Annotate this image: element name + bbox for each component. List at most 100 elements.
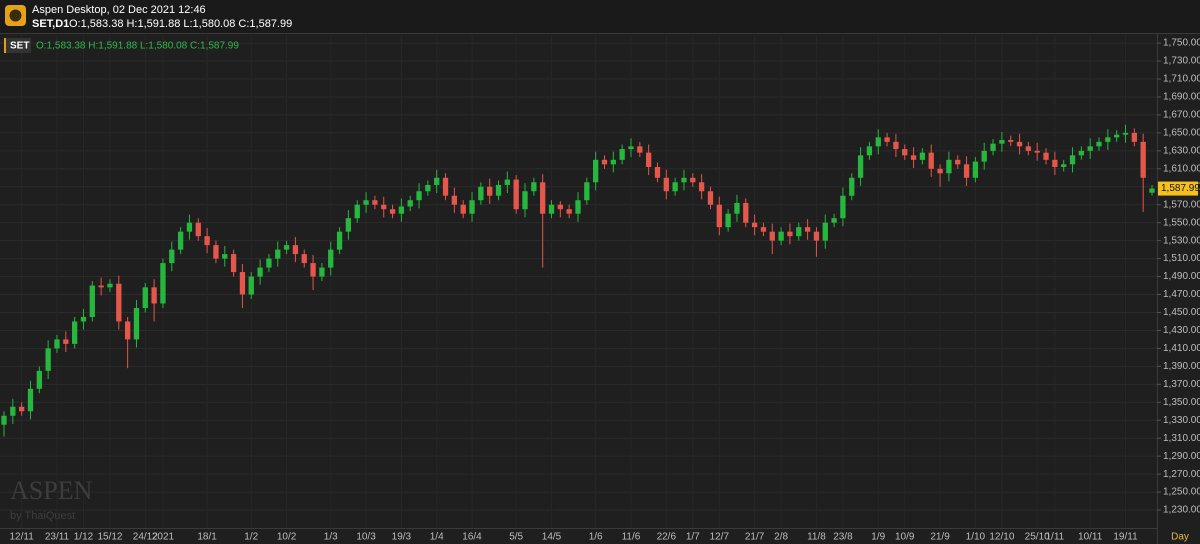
x-tick-label: 23/8 <box>833 532 853 543</box>
candle-body <box>504 179 511 185</box>
candle-body <box>151 287 157 304</box>
candle-body <box>734 202 740 214</box>
legend-ohlc: O:1,583.38 H:1,591.88 L:1,580.08 C:1,587… <box>36 41 239 52</box>
candle-body <box>434 177 440 185</box>
candle-body <box>71 321 78 344</box>
candle-body <box>698 182 705 192</box>
candle-body <box>619 149 625 160</box>
candle-body <box>257 267 263 277</box>
y-tick-label: 1,570.00 <box>1163 199 1200 210</box>
candle-body <box>54 339 60 349</box>
candle-body <box>142 287 148 308</box>
y-tick-label: 1,290.00 <box>1163 451 1200 462</box>
x-tick-label: 1/11 <box>1045 532 1064 543</box>
x-tick-label: 24/12 <box>133 532 158 543</box>
x-tick-label: 5/5 <box>509 532 523 543</box>
x-tick-label: 2021 <box>152 532 175 543</box>
candle-body <box>80 316 87 322</box>
candle-body <box>89 285 95 317</box>
candle-body <box>910 155 917 160</box>
candle-body <box>266 258 272 268</box>
candle-body <box>10 406 16 416</box>
candle-body <box>584 182 590 201</box>
candle-body <box>389 209 396 214</box>
candle-body <box>354 204 360 219</box>
x-tick-label: 19/11 <box>1113 532 1138 543</box>
candle-body <box>990 143 996 151</box>
candle-body <box>328 249 334 268</box>
x-tick-label: 1/3 <box>324 532 338 543</box>
x-tick-label: 11/6 <box>622 532 641 543</box>
candle-body <box>972 161 979 178</box>
candle-body <box>1122 132 1129 135</box>
candle-body <box>1 415 7 425</box>
candle-body <box>707 191 714 205</box>
candle-body <box>531 182 537 192</box>
candle-body <box>248 276 254 295</box>
x-tick-label: 10/3 <box>356 532 376 543</box>
candle-body <box>1105 137 1111 142</box>
candle-body <box>381 204 387 210</box>
x-tick-label: 12/7 <box>710 532 730 543</box>
candle-body <box>319 267 325 277</box>
candle-body <box>372 200 378 205</box>
candle-body <box>645 152 652 168</box>
candle-body <box>663 177 669 192</box>
y-tick-label: 1,230.00 <box>1163 505 1200 516</box>
candle-body <box>1069 155 1076 165</box>
candle-body <box>301 254 307 264</box>
candle-body <box>857 155 864 178</box>
candle-body <box>1052 159 1058 168</box>
candle-body <box>1025 146 1032 151</box>
candle-body <box>124 321 131 340</box>
candle-body <box>884 137 890 142</box>
candle-body <box>575 200 581 214</box>
candle-body <box>27 388 34 412</box>
candle-body <box>169 249 175 264</box>
x-tick-label: 15/12 <box>97 532 122 543</box>
candle-body <box>1096 141 1102 147</box>
candle-body <box>557 204 563 210</box>
watermark-sub: by ThaiQuest <box>10 510 75 522</box>
y-tick-label: 1,310.00 <box>1163 433 1200 444</box>
candle-body <box>98 285 104 288</box>
candle-body <box>487 186 493 196</box>
y-tick-label: 1,750.00 <box>1163 38 1200 49</box>
candle-body <box>999 140 1005 144</box>
candle-body <box>425 184 431 192</box>
candle-body <box>160 263 166 304</box>
candle-body <box>478 186 484 201</box>
candle-body <box>540 182 546 214</box>
candle-body <box>743 202 749 223</box>
candle-body <box>787 231 793 237</box>
x-tick-label: 25/10 <box>1025 532 1050 543</box>
y-tick-label: 1,410.00 <box>1163 343 1200 354</box>
candle-body <box>292 245 299 255</box>
candle-body <box>840 195 846 219</box>
candle-body <box>116 283 122 322</box>
x-tick-label: 16/4 <box>462 532 482 543</box>
x-tick-label: 1/9 <box>871 532 885 543</box>
y-tick-label: 1,610.00 <box>1163 163 1200 174</box>
y-tick-label: 1,350.00 <box>1163 397 1200 408</box>
candle-body <box>601 159 608 165</box>
x-tick-label: 18/1 <box>197 532 217 543</box>
legend-box[interactable] <box>4 38 31 53</box>
candle-body <box>522 191 528 210</box>
candle-body <box>831 218 837 223</box>
candle-body <box>822 222 828 241</box>
candle-body <box>442 177 449 196</box>
candle-body <box>681 177 687 183</box>
candle-body <box>1114 134 1120 138</box>
candle-body <box>19 406 25 412</box>
candle-body <box>222 254 228 259</box>
candle-body <box>804 227 811 232</box>
candle-body <box>213 245 219 259</box>
candle-body <box>981 150 987 162</box>
candle-body <box>672 182 678 192</box>
candle-body <box>469 200 475 214</box>
x-tick-label: 1/7 <box>686 532 700 543</box>
y-tick-label: 1,430.00 <box>1163 325 1200 336</box>
candle-body <box>230 254 237 273</box>
